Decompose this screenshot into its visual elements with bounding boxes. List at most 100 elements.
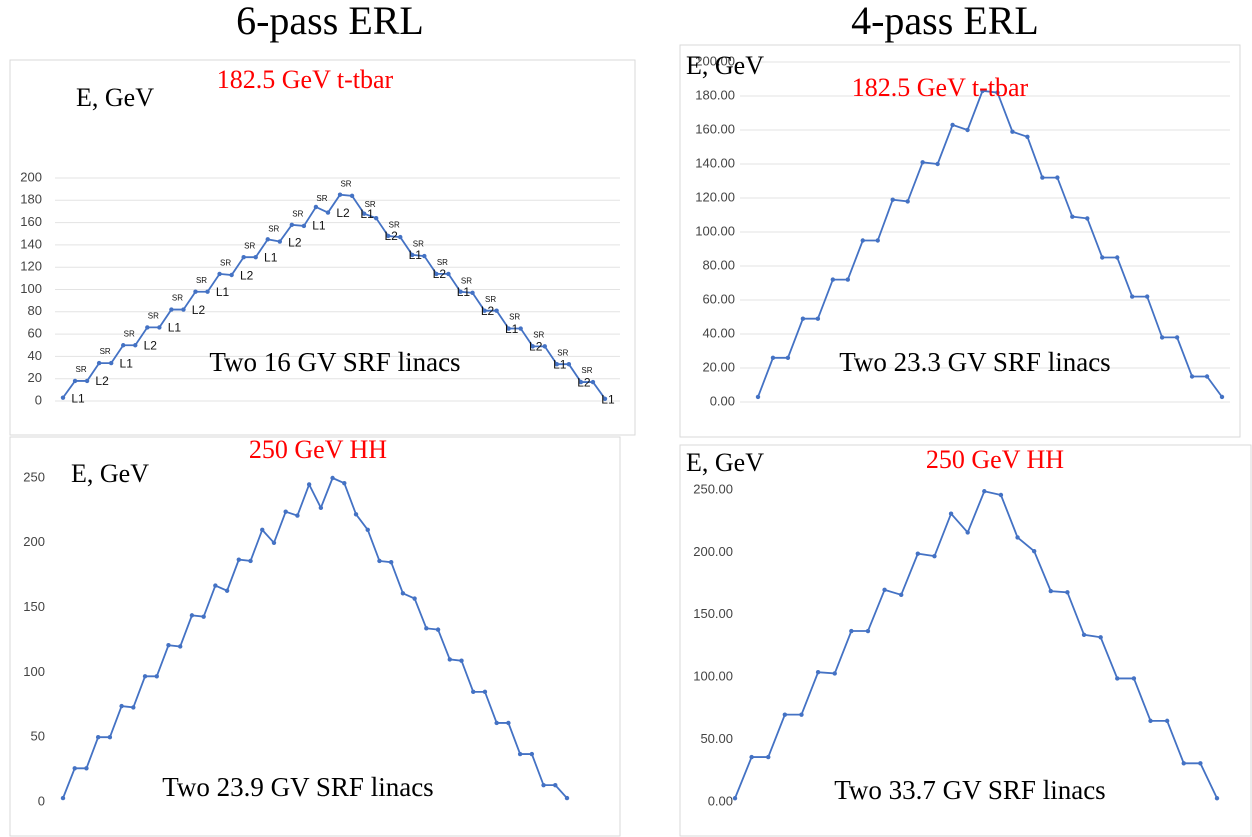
y-tick-label: 50 (31, 729, 45, 744)
y-tick-label: 140 (20, 236, 42, 251)
point (1040, 175, 1045, 180)
point (905, 199, 910, 204)
y-axis-label: E, GeV (71, 459, 149, 488)
segment-label: SR (292, 209, 303, 218)
line (62, 193, 606, 400)
segment-label: L2 (288, 235, 302, 249)
y-tick-label: 180 (20, 192, 42, 207)
point (119, 703, 124, 709)
point (1031, 548, 1037, 554)
point (154, 674, 159, 679)
point (950, 122, 955, 128)
point (1055, 175, 1060, 180)
point (108, 360, 114, 366)
y-tick-label: 140.00 (695, 155, 735, 170)
point (193, 289, 198, 294)
point (72, 766, 77, 771)
point (982, 489, 987, 494)
y-tick-label: 50.00 (700, 731, 733, 746)
segment-label: SR (124, 329, 135, 338)
point (229, 272, 234, 278)
point (213, 583, 218, 588)
segment-label: L1 (505, 322, 519, 336)
annotation: Two 33.7 GV SRF linacs (834, 775, 1105, 805)
point (121, 343, 126, 348)
point (60, 795, 66, 801)
point (732, 796, 738, 801)
point (318, 505, 324, 511)
y-tick-label: 100.00 (695, 223, 735, 238)
point (506, 720, 511, 726)
y-tick-label: 200 (23, 534, 45, 549)
segment-label: L2 (577, 375, 591, 389)
point (1219, 394, 1225, 400)
point (377, 558, 382, 564)
segment-label: L1 (71, 391, 85, 405)
y-tick-label: 160.00 (695, 121, 735, 136)
y-tick-label: 40 (28, 348, 42, 363)
point (447, 657, 452, 662)
segment-label: SR (172, 294, 183, 303)
point (325, 210, 331, 215)
point (566, 362, 572, 367)
segment-label: L2 (240, 268, 254, 282)
point (166, 642, 171, 648)
segment-label: SR (413, 240, 424, 249)
point (882, 587, 887, 593)
y-tick-label: 200 (20, 169, 42, 184)
point (1065, 590, 1070, 595)
point (1098, 635, 1103, 640)
chart-title: 250 GeV HH (926, 445, 1064, 474)
line (757, 89, 1223, 398)
point (1115, 676, 1120, 681)
point (542, 344, 547, 349)
point (1214, 796, 1220, 801)
point (890, 197, 895, 202)
segment-label: SR (316, 194, 327, 203)
segment-label: L1 (409, 248, 423, 262)
point (1198, 761, 1203, 766)
point (578, 379, 584, 385)
annotation: Two 23.3 GV SRF linacs (839, 347, 1110, 377)
y-tick-label: 120 (20, 259, 42, 274)
point (920, 160, 925, 165)
point (133, 343, 138, 348)
point (353, 512, 359, 517)
point (1085, 216, 1090, 221)
segment-label: L1 (360, 207, 374, 221)
point (446, 271, 451, 277)
point (554, 362, 560, 367)
segment-label: SR (485, 295, 496, 304)
point (1174, 335, 1180, 340)
point (849, 628, 854, 634)
segment-label: SR (509, 313, 520, 322)
point (145, 325, 150, 330)
point (965, 127, 970, 133)
point (1204, 374, 1210, 379)
point (749, 754, 754, 760)
segment-label: L2 (144, 339, 158, 353)
point (253, 254, 258, 260)
point (935, 161, 940, 167)
y-tick-label: 160 (20, 214, 42, 229)
segment-label: L2 (192, 303, 206, 317)
point (265, 237, 270, 242)
point (458, 289, 463, 294)
y-tick-label: 60.00 (702, 291, 735, 306)
y-tick-label: 100 (20, 281, 42, 296)
point (1081, 632, 1087, 637)
point (60, 395, 66, 400)
point (398, 234, 403, 240)
point (181, 307, 186, 312)
segment-label: SR (581, 366, 592, 375)
y-tick-label: 0 (35, 392, 42, 407)
point (459, 658, 464, 663)
point (517, 751, 523, 757)
point (815, 670, 821, 675)
point (915, 551, 921, 556)
y-tick-label: 0.00 (708, 793, 733, 808)
chart-title: 250 GeV HH (249, 435, 387, 464)
point (410, 252, 415, 258)
point (236, 557, 242, 562)
point (217, 271, 222, 277)
